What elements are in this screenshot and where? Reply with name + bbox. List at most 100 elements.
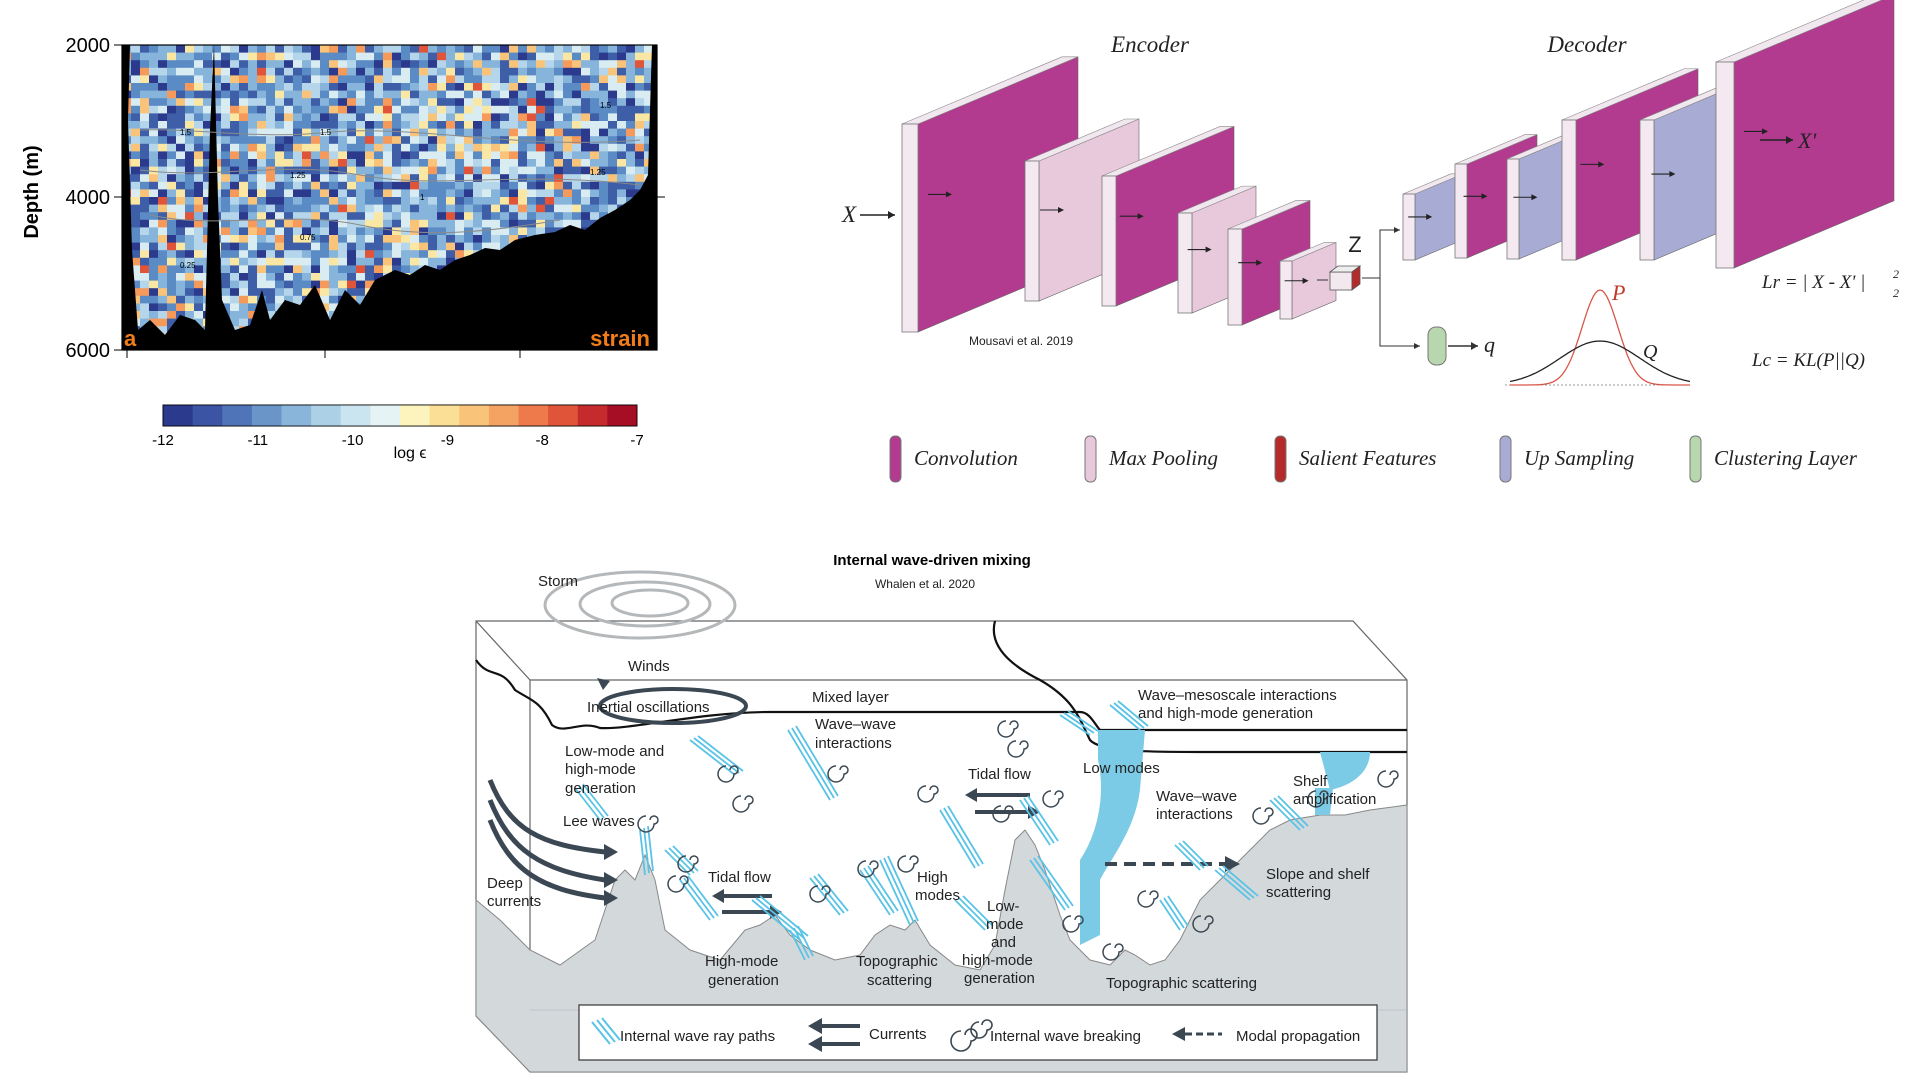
heatmap-cell: [302, 189, 312, 198]
heatmap-cell: [302, 166, 312, 175]
heatmap-cell: [509, 159, 519, 167]
heatmap-cell: [428, 52, 438, 61]
heatmap-cell: [401, 113, 411, 122]
heatmap-cell: [464, 113, 474, 122]
latent-to-cluster: [1379, 278, 1420, 347]
heatmap-cell: [518, 151, 528, 160]
heatmap-cell: [491, 75, 501, 84]
heatmap-cell: [383, 143, 393, 152]
heatmap-cell: [347, 75, 357, 84]
heatmap-cell: [239, 219, 249, 228]
heatmap-cell: [149, 75, 159, 84]
decoder-title: Decoder: [1546, 32, 1627, 57]
heatmap-cell: [167, 303, 177, 312]
heatmap-cell: [347, 257, 357, 266]
heatmap-cell: [446, 121, 456, 129]
heatmap-cell: [158, 295, 168, 304]
heatmap-cell: [437, 189, 447, 198]
heatmap-cell: [131, 159, 141, 167]
heatmap-cell: [581, 174, 591, 183]
heatmap-cell: [158, 181, 168, 190]
heatmap-cell: [554, 197, 564, 205]
heatmap-cell: [185, 159, 195, 167]
heatmap-cell: [419, 181, 429, 190]
heatmap-cell: [554, 105, 564, 114]
heatmap-cell: [140, 105, 150, 114]
heatmap-cell: [554, 174, 564, 183]
upsample-block: [1402, 173, 1464, 261]
heatmap-cell: [230, 174, 240, 183]
heatmap-cell: [266, 166, 276, 175]
heatmap-cell: [149, 159, 159, 167]
heatmap-cell: [194, 227, 204, 236]
heatmap-cell: [275, 227, 285, 236]
heatmap-cell: [266, 83, 276, 91]
heatmap-cell: [554, 204, 564, 213]
heatmap-cell: [626, 83, 636, 91]
heatmap-cell: [131, 174, 141, 183]
heatmap-cell: [347, 113, 357, 122]
heatmap-cell: [518, 121, 528, 129]
heatmap-cell: [437, 174, 447, 183]
heatmap-cell: [554, 189, 564, 198]
heatmap-cell: [608, 181, 618, 190]
heatmap-cell: [140, 52, 150, 61]
heatmap-cell: [491, 121, 501, 129]
heatmap-cell: [527, 67, 537, 76]
heatmap-cell: [590, 204, 600, 213]
heatmap-cell: [383, 90, 393, 99]
loss-subscript: 2: [1893, 286, 1899, 300]
mixing-citation: Whalen et al. 2020: [875, 577, 975, 591]
heatmap-cell: [284, 219, 294, 228]
heatmap-cell: [131, 242, 141, 251]
heatmap-cell: [608, 121, 618, 129]
heatmap-cell: [167, 204, 177, 213]
heatmap-cell: [509, 128, 519, 137]
heatmap-cell: [446, 204, 456, 213]
heatmap-cell: [563, 151, 573, 160]
heatmap-cell: [347, 189, 357, 198]
heatmap-cell: [437, 197, 447, 205]
heatmap-panel: 1.5 1.5 1.5 1.25 1.25 1 0.75 0.25 2000 4…: [21, 35, 665, 462]
heatmap-cell: [455, 67, 465, 76]
heatmap-cell: [374, 181, 384, 190]
heatmap-cell: [599, 121, 609, 129]
heatmap-cell: [149, 189, 159, 198]
heatmap-cell: [230, 227, 240, 236]
heatmap-cell: [464, 166, 474, 175]
heatmap-cell: [248, 98, 258, 107]
heatmap-cell: [545, 113, 555, 122]
heatmap-cell: [131, 52, 141, 61]
heatmap-cell: [401, 250, 411, 259]
heatmap-cell: [509, 143, 519, 152]
heatmap-cell: [401, 121, 411, 129]
heatmap-cell: [590, 121, 600, 129]
heatmap-cell: [383, 136, 393, 145]
heatmap-cell: [203, 75, 213, 84]
contour-label: 0.25: [180, 261, 196, 270]
upsample-block: [1506, 135, 1576, 260]
heatmap-cell: [203, 204, 213, 213]
colorbar-tick-label: -10: [342, 432, 364, 449]
heatmap-cell: [158, 128, 168, 137]
heatmap-cell: [482, 121, 492, 129]
heatmap-cell: [464, 242, 474, 251]
heatmap-cell: [482, 143, 492, 152]
heatmap-cell: [419, 113, 429, 122]
heatmap-cell: [509, 83, 519, 91]
heatmap-cell: [500, 227, 510, 236]
heatmap-cell: [518, 75, 528, 84]
heatmap-cell: [455, 128, 465, 137]
heatmap-cell: [293, 235, 303, 243]
heatmap-cell: [581, 75, 591, 84]
heatmap-cell: [311, 166, 321, 175]
heatmap-cell: [149, 303, 159, 312]
heatmap-cell: [140, 67, 150, 76]
heatmap-cell: [302, 288, 312, 297]
heatmap-cell: [581, 45, 591, 53]
heatmap-cell: [455, 227, 465, 236]
heatmap-cell: [329, 67, 339, 76]
heatmap-cell: [158, 121, 168, 129]
heatmap-cell: [194, 45, 204, 53]
heatmap-cell: [329, 105, 339, 114]
